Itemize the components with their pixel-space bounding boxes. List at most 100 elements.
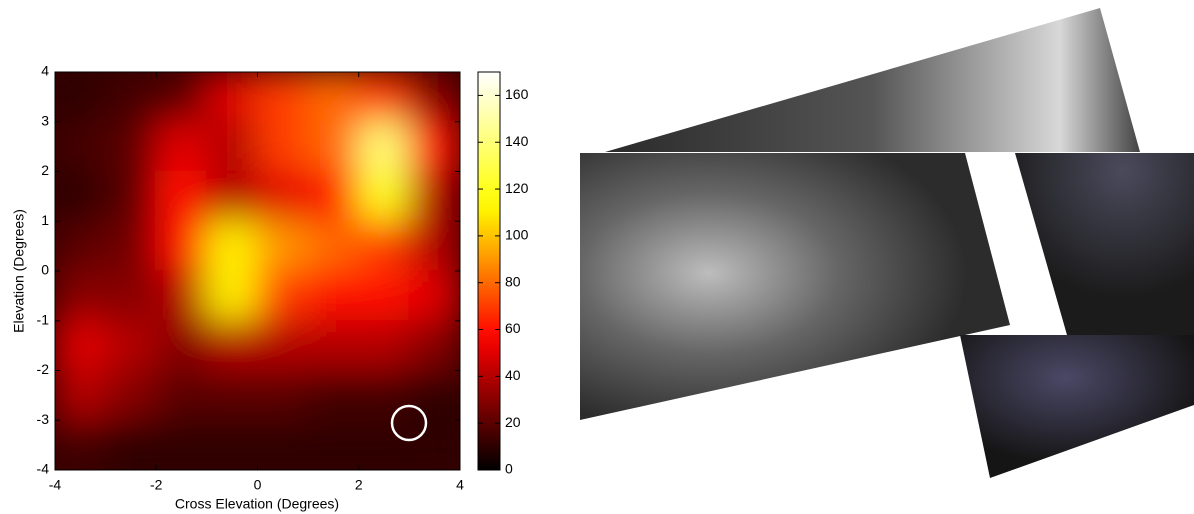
heatmap-cell	[155, 72, 208, 123]
heatmap-cell	[357, 319, 411, 372]
colorbar-tick-label: 160	[505, 86, 529, 102]
heatmap-cell	[155, 270, 208, 322]
heatmap-cell	[55, 369, 107, 422]
image-panel	[605, 8, 1140, 152]
heatmap-cell	[357, 270, 411, 322]
colorbar-tick-label: 0	[505, 461, 513, 477]
y-tick-label: 2	[41, 162, 49, 178]
heatmap-cell	[205, 220, 259, 272]
colorbar-tick-label: 40	[505, 367, 521, 383]
colorbar-tick-label: 140	[505, 133, 529, 149]
heatmap-cell	[104, 319, 158, 372]
heatmap-cell	[357, 220, 411, 272]
y-tick-label: 3	[41, 112, 49, 128]
heatmap-cell	[256, 319, 310, 372]
heatmap-cell	[256, 72, 310, 123]
heatmap-cell	[357, 72, 411, 123]
heatmap-cell	[104, 419, 158, 470]
image-panel	[960, 335, 1194, 478]
y-tick-label: 1	[41, 212, 49, 228]
heatmap-cell	[55, 270, 107, 322]
heatmap-cell	[357, 419, 411, 470]
heatmap-cell	[155, 120, 208, 173]
heatmap-cell	[155, 419, 208, 470]
heatmap-cell	[55, 319, 107, 372]
heatmap-cell	[205, 170, 259, 223]
heatmap-cell	[205, 270, 259, 322]
colorbar-tick-label: 80	[505, 273, 521, 289]
heatmap-cell	[205, 419, 259, 470]
heatmap-cell	[256, 120, 310, 173]
heatmap-cell	[307, 419, 360, 470]
heatmap-cell	[408, 270, 460, 322]
heatmap-cell	[55, 220, 107, 272]
y-tick-label: -1	[37, 311, 50, 327]
x-tick-label: 2	[355, 477, 363, 493]
image-panel	[1015, 153, 1194, 335]
heatmap-cell	[357, 170, 411, 223]
colorbar-tick-label: 20	[505, 414, 521, 430]
colorbar-tick-label: 60	[505, 320, 521, 336]
heatmap-cell	[408, 170, 460, 223]
x-tick-label: -4	[49, 477, 62, 493]
heatmap-cell	[307, 220, 360, 272]
heatmap-cell	[408, 120, 460, 173]
y-tick-label: 4	[41, 63, 49, 79]
x-tick-label: 4	[456, 477, 464, 493]
heatmap-cell	[55, 170, 107, 223]
heatmap-cell	[104, 170, 158, 223]
image-mosaic	[580, 8, 1194, 478]
heatmap-cell	[256, 369, 310, 422]
heatmap-cell	[307, 170, 360, 223]
colorbar-tick-label: 120	[505, 180, 529, 196]
y-tick-label: -3	[37, 411, 50, 427]
heatmap-cell	[205, 369, 259, 422]
heatmap-cell	[256, 170, 310, 223]
x-tick-label: -2	[150, 477, 163, 493]
heatmap-cell	[307, 319, 360, 372]
x-axis-label: Cross Elevation (Degrees)	[175, 496, 339, 512]
heatmap-cell	[408, 319, 460, 372]
heatmap-cell	[205, 72, 259, 123]
heatmap-cells	[55, 72, 460, 470]
heatmap-cell	[408, 72, 460, 123]
heatmap-cell	[307, 72, 360, 123]
heatmap-cell	[408, 419, 460, 470]
heatmap-cell	[357, 120, 411, 173]
y-tick-label: 0	[41, 262, 49, 278]
y-tick-label: -2	[37, 361, 50, 377]
heatmap-cell	[256, 419, 310, 470]
x-tick-label: 0	[254, 477, 262, 493]
heatmap-cell	[256, 270, 310, 322]
heatmap-cell	[155, 369, 208, 422]
y-axis-label: Elevation (Degrees)	[11, 209, 27, 333]
colorbar	[477, 71, 501, 471]
heatmap-cell	[155, 170, 208, 223]
heatmap-cell	[307, 270, 360, 322]
heatmap	[55, 72, 460, 470]
heatmap-cell	[104, 369, 158, 422]
heatmap-cell	[408, 220, 460, 272]
heatmap-cell	[55, 120, 107, 173]
heatmap-cell	[205, 120, 259, 173]
image-panel	[580, 153, 1010, 420]
heatmap-cell	[104, 270, 158, 322]
heatmap-cell	[55, 419, 107, 470]
heatmap-cell	[357, 369, 411, 422]
y-tick-label: -4	[37, 461, 50, 477]
heatmap-cell	[307, 369, 360, 422]
heatmap-cell	[104, 120, 158, 173]
heatmap-cell	[155, 220, 208, 272]
beam-circle	[390, 404, 428, 442]
heatmap-cell	[155, 319, 208, 372]
heatmap-cell	[104, 220, 158, 272]
heatmap-cell	[307, 120, 360, 173]
heatmap-cell	[104, 72, 158, 123]
heatmap-cell	[55, 72, 107, 123]
colorbar-tick-label: 100	[505, 227, 529, 243]
heatmap-cell	[408, 369, 460, 422]
heatmap-cell	[205, 319, 259, 372]
heatmap-cell	[256, 220, 310, 272]
